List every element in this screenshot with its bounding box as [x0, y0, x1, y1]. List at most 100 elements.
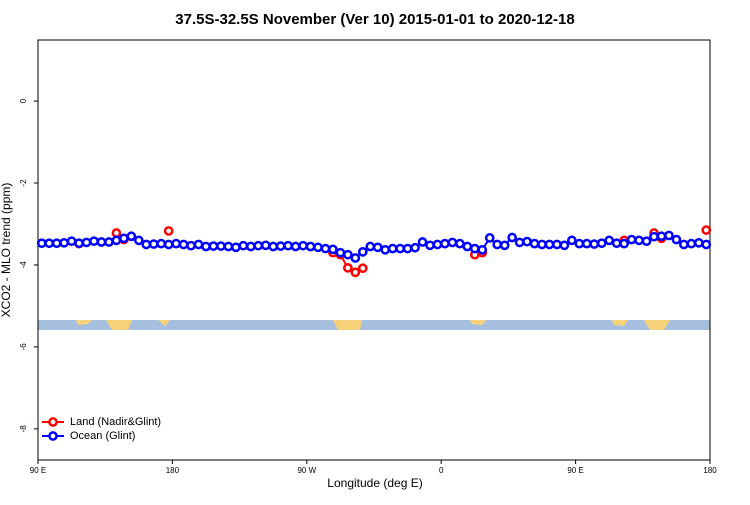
- y-tick-label: 0: [19, 98, 28, 103]
- x-tick-label: 0: [439, 466, 444, 475]
- data-point: [447, 237, 458, 248]
- data-point: [328, 244, 338, 255]
- data-point: [634, 235, 644, 246]
- legend-label: Land (Nadir&Glint): [70, 416, 161, 428]
- data-point: [544, 239, 555, 250]
- data-point: [156, 238, 167, 249]
- x-axis-label: Longitude (deg E): [327, 476, 422, 490]
- y-tick-label: -4: [19, 261, 28, 269]
- data-point: [148, 239, 159, 249]
- data-point: [343, 262, 353, 273]
- data-point: [499, 240, 510, 251]
- data-point: [581, 238, 592, 249]
- data-point: [574, 238, 585, 249]
- data-point: [484, 233, 495, 243]
- legend-label: Ocean (Glint): [70, 430, 135, 442]
- legend-marker: [48, 431, 58, 441]
- data-point: [201, 241, 211, 252]
- data-point: [455, 238, 465, 249]
- data-point: [305, 241, 316, 252]
- data-point: [133, 235, 144, 246]
- data-point: [245, 241, 256, 252]
- data-point: [208, 241, 219, 251]
- data-point: [402, 243, 413, 254]
- data-point: [313, 242, 323, 253]
- data-point: [66, 236, 77, 247]
- data-point: [596, 238, 607, 249]
- data-point: [365, 241, 376, 252]
- data-point: [141, 239, 152, 250]
- data-point: [111, 235, 122, 246]
- data-point: [417, 237, 428, 247]
- data-point: [693, 237, 704, 248]
- data-point: [111, 228, 122, 238]
- data-point: [372, 242, 383, 253]
- data-point: [664, 230, 674, 241]
- plot-frame: [37, 39, 711, 461]
- data-point: [223, 241, 234, 252]
- data-point: [425, 240, 435, 251]
- x-tick-label: 90 E: [567, 466, 583, 475]
- map-strip: [38, 320, 710, 330]
- data-point: [477, 244, 488, 255]
- y-tick-label: -8: [19, 425, 28, 433]
- y-tick-label: -6: [19, 343, 28, 351]
- data-point: [81, 237, 92, 248]
- data-point: [74, 238, 84, 249]
- data-point: [589, 239, 600, 249]
- data-point: [320, 243, 331, 254]
- data-point: [335, 247, 346, 258]
- data-point: [343, 249, 353, 260]
- data-point: [350, 267, 361, 278]
- data-point: [298, 240, 308, 251]
- data-point: [410, 242, 420, 253]
- data-point: [559, 240, 570, 251]
- x-tick-label: 180: [166, 466, 180, 475]
- data-point: [96, 237, 107, 247]
- data-point: [604, 235, 615, 246]
- data-point: [641, 236, 652, 247]
- x-tick-label: 90 W: [297, 466, 316, 475]
- data-point: [469, 243, 480, 254]
- data-point: [119, 233, 129, 244]
- data-point: [380, 244, 391, 255]
- data-point: [567, 235, 577, 246]
- data-point: [357, 246, 368, 257]
- data-point: [537, 239, 547, 250]
- data-point: [626, 234, 637, 245]
- x-tick-label: 90 E: [30, 466, 46, 475]
- data-point: [231, 242, 241, 253]
- data-point: [656, 231, 667, 242]
- data-point: [253, 240, 264, 251]
- data-point: [238, 240, 249, 251]
- data-point: [395, 243, 405, 254]
- data-point: [104, 237, 114, 247]
- data-point: [686, 238, 697, 249]
- data-point: [163, 226, 174, 236]
- data-point: [163, 239, 174, 250]
- data-point: [514, 237, 525, 248]
- data-point: [126, 231, 137, 242]
- legend-marker: [48, 417, 58, 427]
- data-point: [432, 239, 443, 250]
- data-point: [89, 236, 99, 247]
- data-point: [462, 241, 473, 252]
- data-point: [552, 239, 562, 250]
- data-point: [357, 263, 368, 274]
- data-point: [387, 243, 398, 254]
- data-point: [171, 238, 181, 249]
- data-point: [290, 241, 301, 252]
- data-point: [216, 241, 226, 251]
- data-point: [350, 253, 361, 263]
- data-point: [260, 240, 271, 251]
- data-point: [440, 238, 450, 249]
- data-point: [701, 225, 712, 235]
- data-point: [44, 238, 55, 249]
- x-tick-label: 180: [703, 466, 717, 475]
- data-point: [679, 239, 689, 250]
- data-point: [611, 238, 622, 249]
- data-point: [283, 240, 293, 251]
- chart-title: 37.5S-32.5S November (Ver 10) 2015-01-01…: [175, 11, 574, 28]
- data-point: [529, 238, 540, 249]
